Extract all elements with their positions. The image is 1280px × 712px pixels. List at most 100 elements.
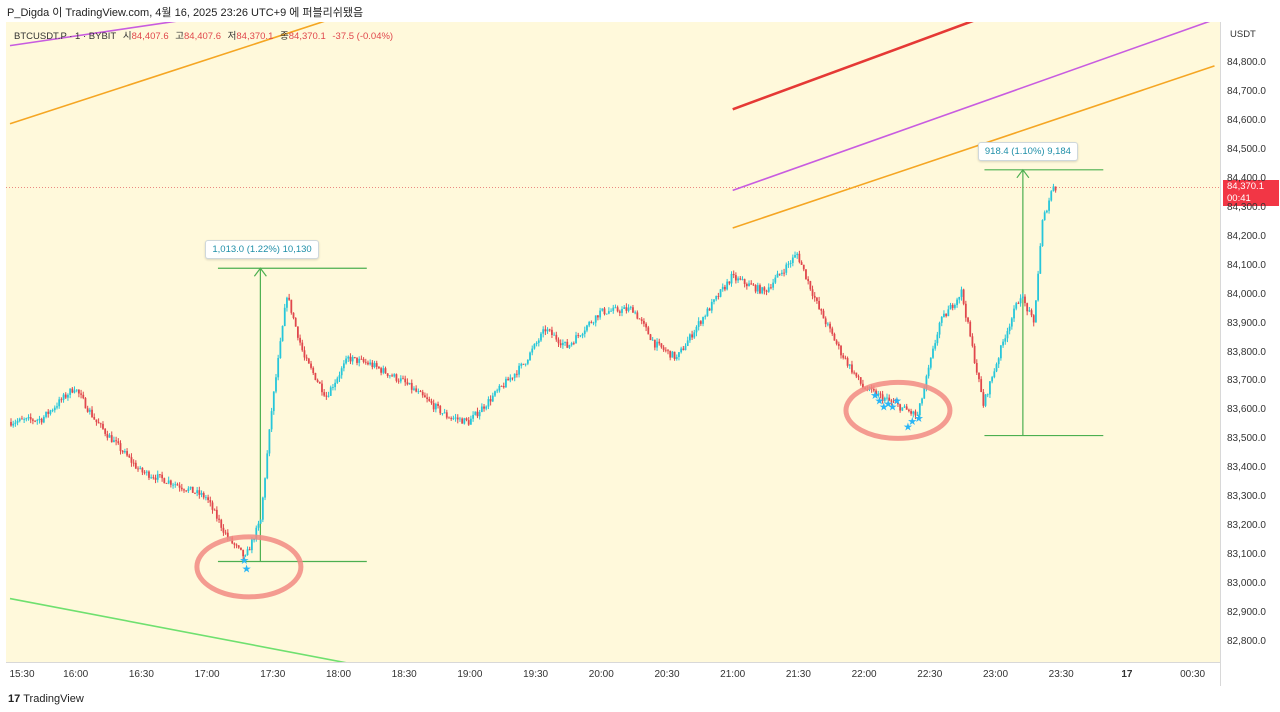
candle-body — [150, 477, 153, 479]
candle-body — [88, 409, 91, 412]
candle-body — [233, 543, 236, 545]
candle-body — [713, 299, 715, 302]
candle-body — [198, 490, 201, 495]
time-axis[interactable]: 15:30 16:00 16:30 17:00 17:30 18:00 18:30 19:00… — [6, 662, 1220, 687]
legend-symbol[interactable]: BTCUSDT.P · 1 · BYBIT — [14, 31, 117, 42]
price-tick-label: 83,600.0 — [1227, 404, 1266, 416]
chart-canvas[interactable]: ★★★★★★★★★★★ — [6, 22, 1220, 662]
candle-body — [448, 417, 450, 419]
candle-body — [638, 318, 641, 320]
candle-body — [428, 399, 431, 401]
candle-body — [805, 269, 807, 280]
candle-body — [49, 410, 52, 414]
chart-pane[interactable]: ★ ★ ★ ★ ★ ★ ★ ★ ★ ★ ★ BTCUSDT.P · 1 · BYBIT 시84,40… — [6, 22, 1220, 662]
measure-label-left[interactable]: 1,013.0 (1.22%) 10,130 — [205, 240, 319, 260]
candle-body — [145, 471, 148, 473]
candle-body — [183, 489, 185, 491]
candle-body — [649, 334, 652, 341]
candle-body — [310, 363, 312, 368]
candle-body — [546, 329, 549, 332]
candle-body — [695, 326, 698, 333]
candle-body — [316, 379, 319, 382]
candle-body — [474, 411, 477, 415]
candle-body — [253, 539, 255, 541]
candle-body — [767, 287, 770, 292]
candle-body — [699, 321, 702, 324]
candle-body — [478, 412, 481, 417]
candle-body — [964, 303, 967, 318]
candle-body — [75, 389, 78, 391]
candle-body — [185, 490, 188, 492]
candle-body — [787, 263, 790, 265]
candle-body — [439, 405, 442, 414]
candle-body — [796, 253, 799, 256]
price-tick-label: 83,300.0 — [1227, 491, 1266, 503]
candle-body — [40, 418, 43, 423]
time-tick-label: 17:30 — [260, 669, 286, 680]
candle-body — [794, 255, 796, 258]
candle-body — [969, 321, 972, 337]
price-tick-label: 84,000.0 — [1227, 288, 1266, 300]
candle-body — [953, 305, 956, 308]
candle-body — [467, 420, 470, 425]
candle-body — [645, 323, 647, 328]
candle-body — [664, 349, 667, 351]
bar-countdown: 00:41 — [1227, 193, 1251, 205]
candle-body — [77, 389, 80, 394]
candle-body — [213, 509, 216, 511]
candle-body — [288, 297, 291, 300]
price-axis[interactable]: USDT 84,370.1 00:41 84,800.0 84,700.0 84,6… — [1220, 22, 1280, 686]
candle-body — [800, 262, 803, 265]
candle-body — [559, 343, 562, 346]
candle-body — [353, 357, 356, 358]
price-unit-label[interactable]: USDT — [1230, 29, 1256, 40]
candle-body — [778, 273, 781, 275]
tradingview-mark-icon: 17 — [8, 693, 21, 705]
candle-body — [925, 376, 928, 389]
candle-body — [121, 450, 124, 453]
candle-body — [667, 350, 669, 352]
candle-body — [940, 316, 943, 323]
candle-body — [859, 377, 862, 384]
candle-body — [846, 358, 849, 366]
candle-body — [426, 397, 428, 400]
candle-body — [445, 412, 448, 418]
measure-label-right[interactable]: 918.4 (1.10%) 9,184 — [977, 141, 1078, 161]
candle-body — [321, 383, 323, 393]
candle-body — [152, 477, 155, 479]
candle-body — [71, 388, 74, 393]
candle-body — [759, 285, 761, 294]
candle-body — [960, 289, 963, 297]
candle-body — [123, 451, 126, 453]
channel-line-violet-1 — [9, 22, 177, 47]
candle-body — [29, 417, 32, 420]
candle-body — [174, 484, 177, 486]
signal-star-icon: ★ — [903, 421, 913, 434]
candle-body — [178, 485, 181, 488]
candle-body — [371, 362, 374, 368]
candle-body — [113, 440, 115, 443]
candle-body — [281, 326, 284, 342]
candle-body — [237, 545, 240, 548]
last-price-tag: 84,370.1 00:41 — [1223, 180, 1279, 207]
candle-body — [498, 385, 501, 391]
candle-body — [724, 286, 726, 290]
candle-body — [373, 363, 376, 368]
candle-body — [1052, 186, 1055, 192]
candle-body — [774, 277, 777, 283]
price-tick-label: 83,700.0 — [1227, 375, 1266, 387]
candle-body — [717, 296, 720, 297]
candle-body — [651, 339, 654, 341]
candle-body — [1017, 303, 1020, 305]
candle-body — [916, 415, 919, 416]
candle-body — [986, 394, 989, 396]
candle-body — [161, 474, 164, 479]
candle-body — [261, 497, 264, 520]
candle-body — [772, 282, 775, 288]
candle-body — [851, 364, 853, 373]
candle-body — [875, 390, 877, 397]
candle-body — [693, 332, 696, 338]
candle-body — [934, 343, 937, 349]
time-tick-label: 18:30 — [391, 669, 417, 680]
candle-body — [932, 348, 934, 358]
